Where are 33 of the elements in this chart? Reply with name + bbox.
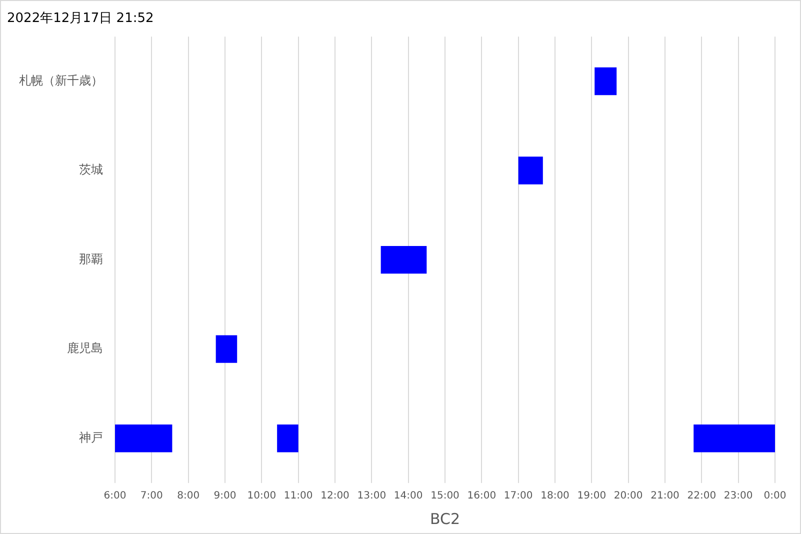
x-tick-label: 18:00 xyxy=(540,490,570,502)
bar xyxy=(380,246,427,274)
bar xyxy=(694,424,775,452)
bar xyxy=(518,156,543,184)
x-tick-label: 12:00 xyxy=(320,490,350,502)
x-tick-label: 10:00 xyxy=(247,490,276,502)
x-tick-label: 21:00 xyxy=(650,490,680,502)
bar xyxy=(277,424,298,452)
x-tick-label: 13:00 xyxy=(357,490,386,502)
x-tick-label: 15:00 xyxy=(430,490,460,502)
x-tick-label: 14:00 xyxy=(394,490,423,502)
x-tick-label: 22:00 xyxy=(687,490,716,502)
y-tick-label: 鹿児島 xyxy=(67,341,103,356)
x-tick-label: 9:00 xyxy=(214,490,236,502)
bar xyxy=(594,67,617,96)
y-tick-label: 那覇 xyxy=(79,252,103,266)
x-tick-label: 23:00 xyxy=(724,490,753,502)
x-tick-label: 11:00 xyxy=(284,490,313,502)
x-tick-label: 6:00 xyxy=(104,490,126,502)
x-tick-label: 17:00 xyxy=(504,490,533,502)
x-axis-title: BC2 xyxy=(430,510,460,528)
chart-title: 2022年12月17日 21:52 xyxy=(7,11,154,26)
x-tick-label: 7:00 xyxy=(140,490,163,502)
x-tick-label: 8:00 xyxy=(177,490,200,502)
bar xyxy=(216,335,238,363)
x-tick-label: 20:00 xyxy=(614,490,643,502)
bar xyxy=(115,424,172,452)
y-tick-label: 神戸 xyxy=(79,430,103,444)
x-tick-label: 19:00 xyxy=(577,490,606,502)
y-tick-label: 茨城 xyxy=(79,162,103,177)
x-tick-label: 0:00 xyxy=(764,490,786,502)
y-tick-label: 札幌（新千歳） xyxy=(19,73,103,88)
x-tick-label: 16:00 xyxy=(467,490,496,502)
